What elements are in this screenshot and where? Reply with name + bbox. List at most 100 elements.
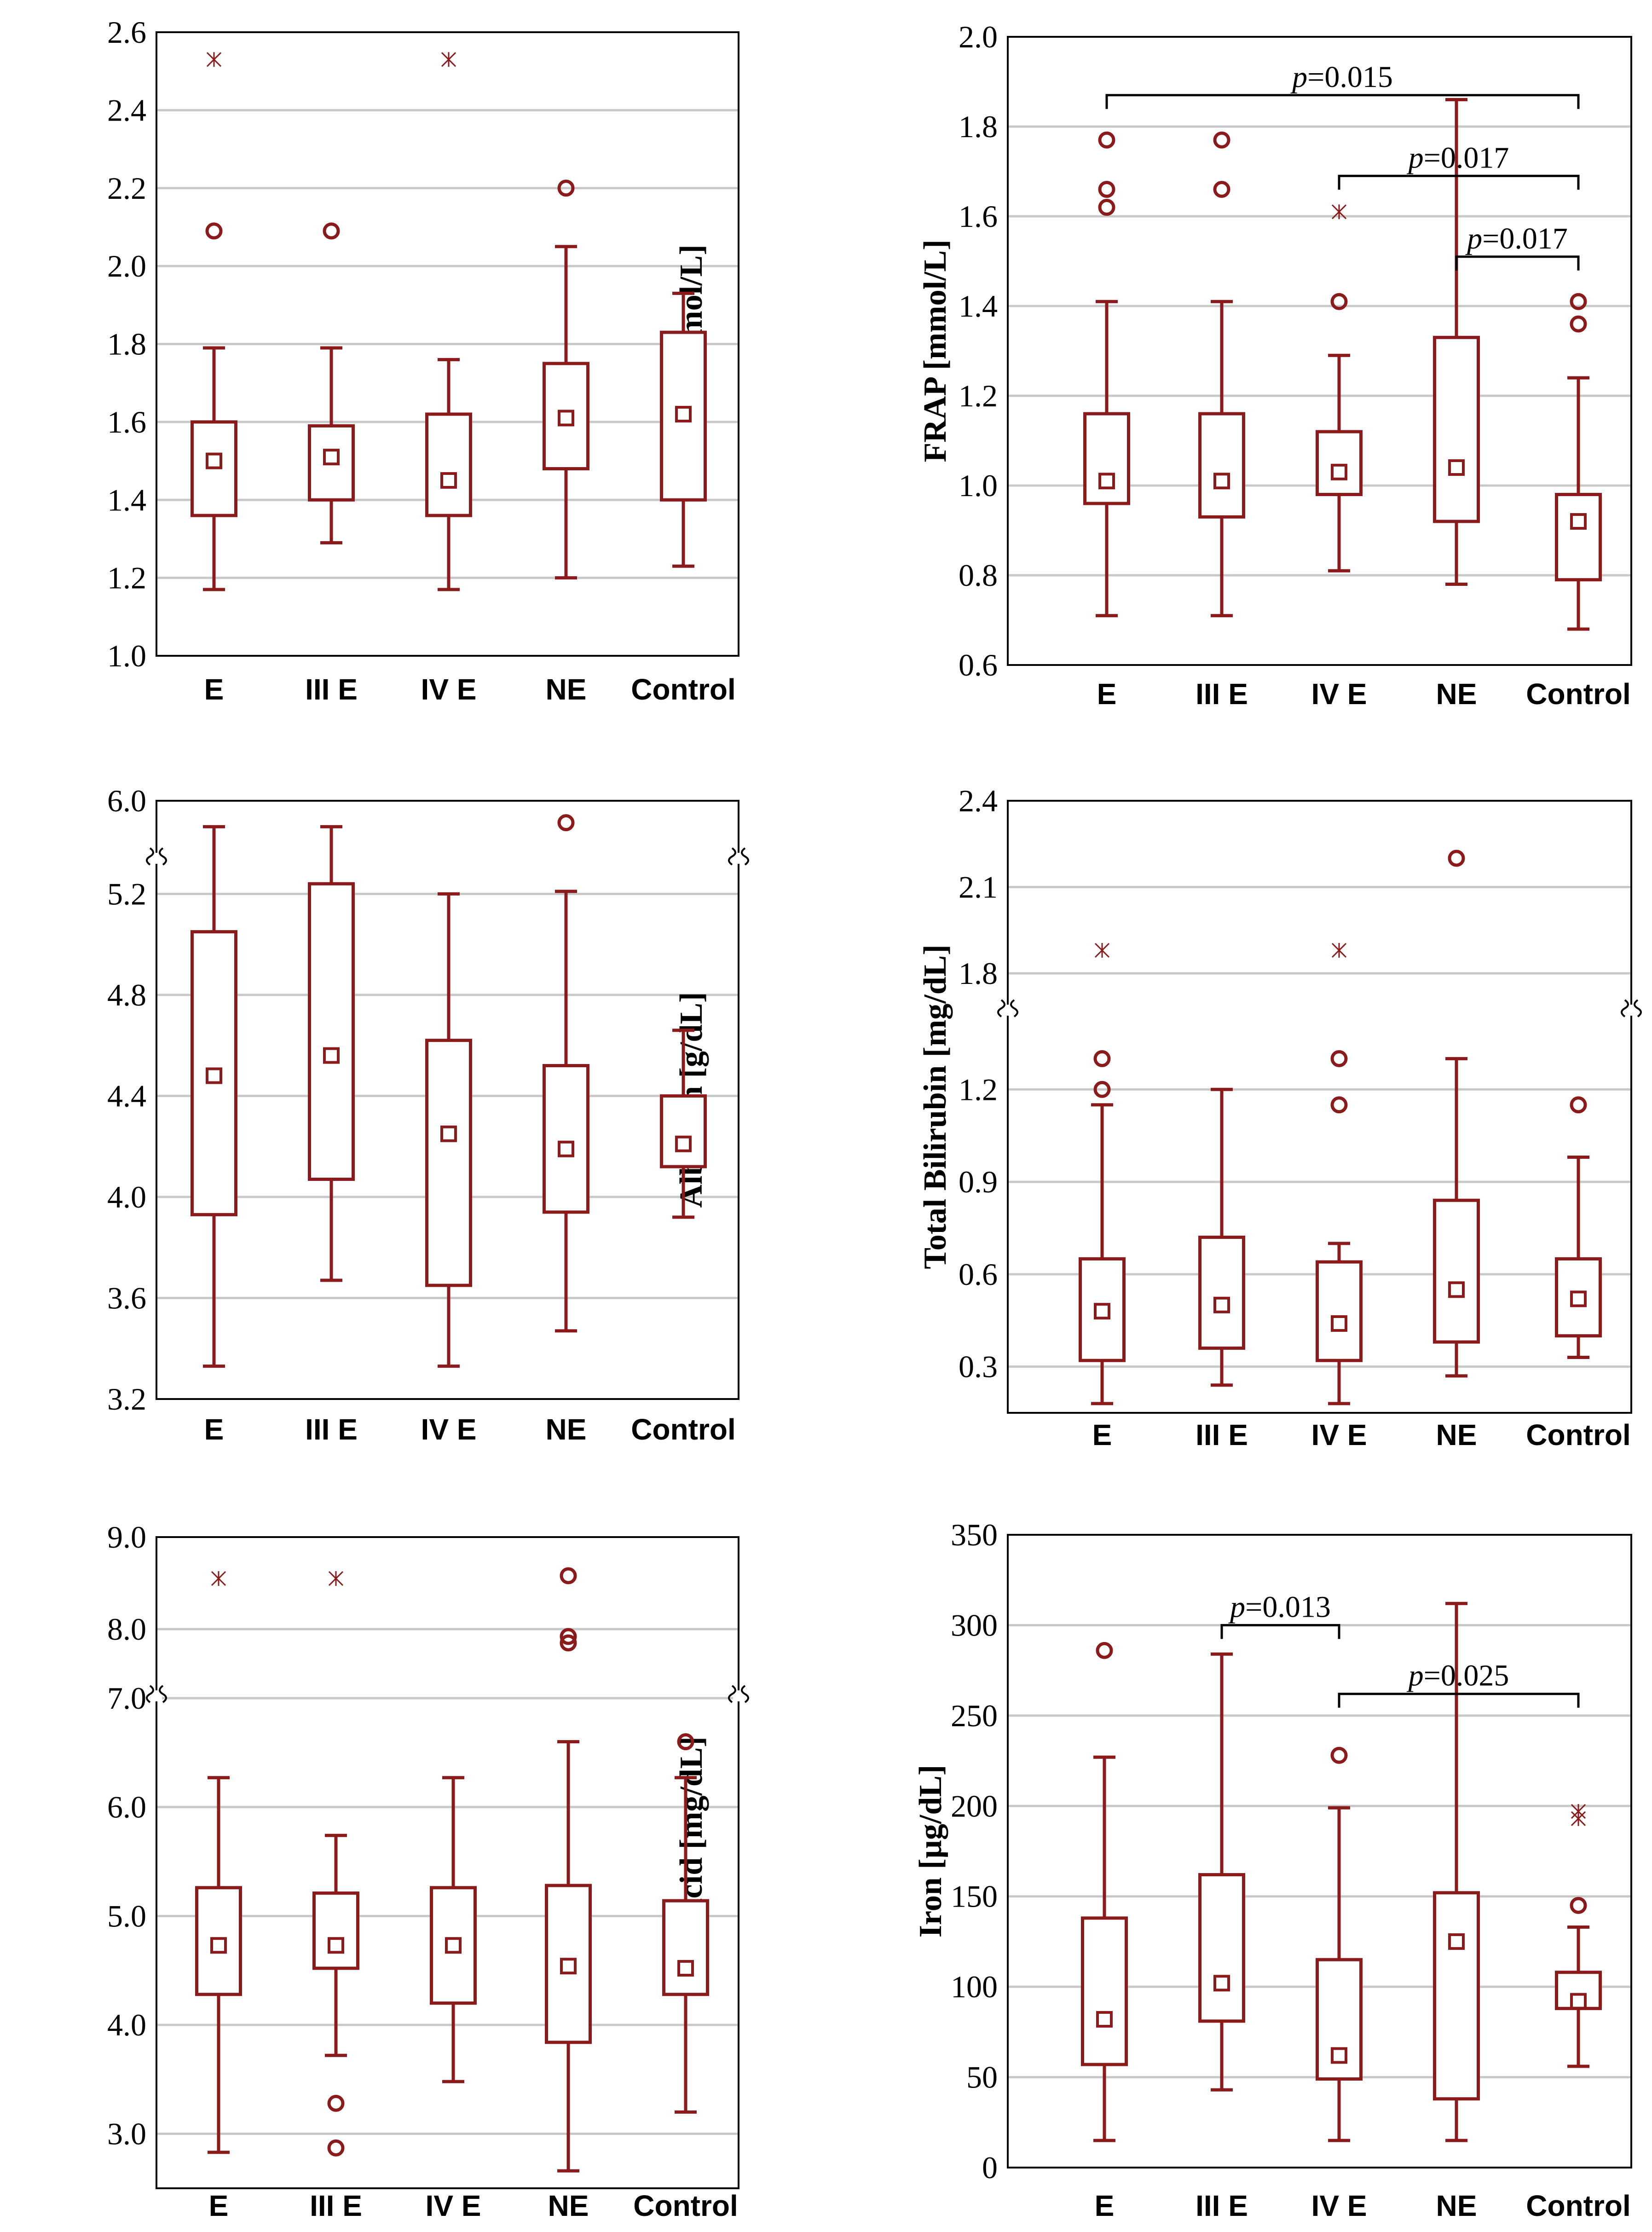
x-category-label: III E <box>1196 677 1248 711</box>
significance-bracket: p=0.017 <box>1455 222 1580 271</box>
outlier-point <box>1213 181 1230 198</box>
y-tick-label: 6.0 <box>107 783 146 818</box>
y-tick-label: 1.8 <box>959 109 998 144</box>
median-marker <box>1331 463 1347 480</box>
y-tick-label: 6.0 <box>107 1790 146 1825</box>
p-value-label: p=0.025 <box>1407 1659 1509 1693</box>
box-iii-e <box>312 1571 359 2157</box>
x-category-label: NE <box>1436 2189 1477 2222</box>
extreme-point <box>211 1571 226 1586</box>
median-marker <box>675 405 692 422</box>
iqr-box <box>1316 430 1363 496</box>
axis-break-mark <box>741 1685 749 1703</box>
outlier-point <box>327 2094 345 2112</box>
outlier-point <box>1330 1050 1348 1067</box>
y-tick-label: 1.2 <box>107 561 146 596</box>
plot-frame <box>156 1536 739 2189</box>
plot-frame <box>156 800 739 1400</box>
iqr-box <box>1198 412 1245 519</box>
iqr-box <box>1433 335 1480 523</box>
x-category-label: Control <box>1526 2189 1631 2222</box>
y-tick-label: 0.3 <box>959 1349 998 1384</box>
iqr-box <box>545 1884 592 2044</box>
box-e <box>195 1571 242 2154</box>
plot-frame <box>1007 1534 1632 2168</box>
box-control <box>1555 1804 1602 2068</box>
outlier-point <box>1093 1081 1111 1098</box>
x-category-label: III E <box>1196 1418 1248 1451</box>
box-ne <box>545 1567 592 2173</box>
iqr-box <box>1081 1916 1128 2066</box>
median-marker <box>560 1958 577 1975</box>
box-e <box>1079 943 1126 1405</box>
box-control <box>660 1029 707 1219</box>
y-tick-label: 250 <box>951 1698 998 1733</box>
axis-break-mark <box>1621 999 1629 1018</box>
y-tick-label: 4.0 <box>107 1180 146 1214</box>
box-iv-e <box>1316 943 1363 1405</box>
box-iv-e <box>1316 1746 1363 2142</box>
x-category-label: E <box>1097 677 1117 711</box>
y-tick-label: 350 <box>951 1517 998 1552</box>
y-tick-label: 2.6 <box>107 15 146 50</box>
median-marker <box>1213 1975 1230 1992</box>
x-category-label: NE <box>546 673 587 706</box>
y-tick-label: 4.0 <box>107 2007 146 2042</box>
box-iii-e <box>1198 1087 1245 1387</box>
iqr-box <box>660 330 707 502</box>
x-category-label: NE <box>546 1413 587 1446</box>
axis-break-mark <box>1634 999 1642 1018</box>
iqr-box <box>660 1094 707 1168</box>
median-marker <box>1096 2011 1113 2028</box>
extreme-point <box>1331 943 1347 958</box>
extreme-point <box>206 52 222 67</box>
iqr-box <box>1433 1198 1480 1344</box>
median-marker <box>558 410 574 427</box>
y-tick-label: 1.4 <box>959 289 998 324</box>
axis-break-mark <box>159 1685 167 1703</box>
box-iii-e <box>308 825 355 1282</box>
y-tick-label: 50 <box>966 2060 998 2095</box>
axis-break-mark <box>728 1685 736 1703</box>
chart-panel-3: 3.23.64.04.44.85.26.0Albumin [g/dL]EIII … <box>107 783 749 1446</box>
outlier-point <box>1570 1096 1587 1114</box>
axis-break-mark <box>146 847 154 866</box>
plot-frame <box>156 31 739 657</box>
y-tick-label: 1.4 <box>107 482 146 517</box>
median-marker <box>1094 1303 1110 1320</box>
p-value-label: p=0.017 <box>1465 222 1568 255</box>
box-ne <box>1433 98 1480 586</box>
outlier-point <box>1330 1746 1348 1764</box>
x-category-label: NE <box>548 2189 589 2222</box>
box-e <box>1081 1642 1128 2142</box>
x-category-label: IV E <box>1311 677 1367 711</box>
median-marker <box>1331 1315 1347 1332</box>
iqr-box <box>1316 1260 1363 1362</box>
box-e <box>191 825 237 1368</box>
x-category-label: III E <box>1196 2189 1248 2222</box>
y-tick-label: 4.8 <box>107 977 146 1012</box>
y-tick-label: 300 <box>951 1608 998 1642</box>
y-tick-label: 2.0 <box>107 249 146 283</box>
y-tick-label: 1.6 <box>959 199 998 234</box>
box-iii-e <box>1198 1652 1245 2092</box>
box-iv-e <box>1316 204 1363 572</box>
y-tick-label: 1.2 <box>959 378 998 413</box>
outlier-point <box>1330 1096 1348 1114</box>
median-marker <box>328 1937 344 1954</box>
y-tick-label: 3.0 <box>107 2116 146 2151</box>
outlier-point <box>1448 850 1465 867</box>
x-category-label: E <box>209 2189 229 2222</box>
x-category-label: III E <box>305 1413 358 1446</box>
box-control <box>660 291 707 568</box>
y-tick-label: 150 <box>951 1879 998 1914</box>
extreme-point <box>441 52 456 67</box>
y-tick-label: 0.8 <box>959 558 998 593</box>
y-tick-label: 2.4 <box>959 783 998 818</box>
outlier-point <box>1570 1897 1587 1914</box>
x-category-label: IV E <box>1311 2189 1367 2222</box>
median-marker <box>1448 459 1465 476</box>
median-marker <box>1448 1281 1465 1298</box>
x-category-label: Control <box>631 673 736 706</box>
